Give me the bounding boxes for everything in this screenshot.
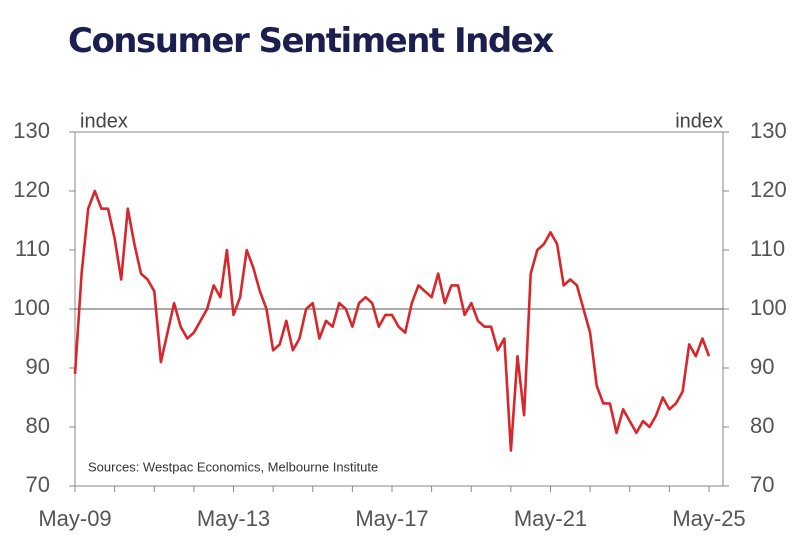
y-tick-label: 90 (26, 354, 50, 379)
chart-title: Consumer Sentiment Index (68, 21, 554, 61)
data-line (73, 189, 711, 452)
y2-tick-label: 100 (750, 295, 787, 320)
y2-tick-label: 70 (750, 472, 774, 497)
y-tick-label: 100 (13, 295, 50, 320)
x-tick-label: May-17 (355, 506, 428, 531)
x-tick-label: May-25 (672, 506, 745, 531)
y2-tick-label: 120 (750, 177, 787, 202)
y2-tick-label: 110 (750, 236, 785, 261)
y-tick-label: 130 (13, 118, 50, 143)
y-axis-label: index (80, 110, 128, 132)
source-note: Sources: Westpac Economics, Melbourne In… (88, 459, 378, 474)
y2-tick-label: 80 (750, 413, 774, 438)
y-tick-label: 120 (13, 177, 50, 202)
y-tick-label: 80 (26, 413, 50, 438)
y2-tick-label: 130 (750, 118, 787, 143)
x-tick-label: May-13 (197, 506, 270, 531)
y-tick-label: 110 (15, 236, 50, 261)
x-tick-label: May-09 (38, 506, 111, 531)
x-tick-label: May-21 (514, 506, 587, 531)
y2-axis-label: index (675, 110, 723, 132)
y2-tick-label: 90 (750, 354, 774, 379)
y-tick-label: 70 (26, 472, 50, 497)
